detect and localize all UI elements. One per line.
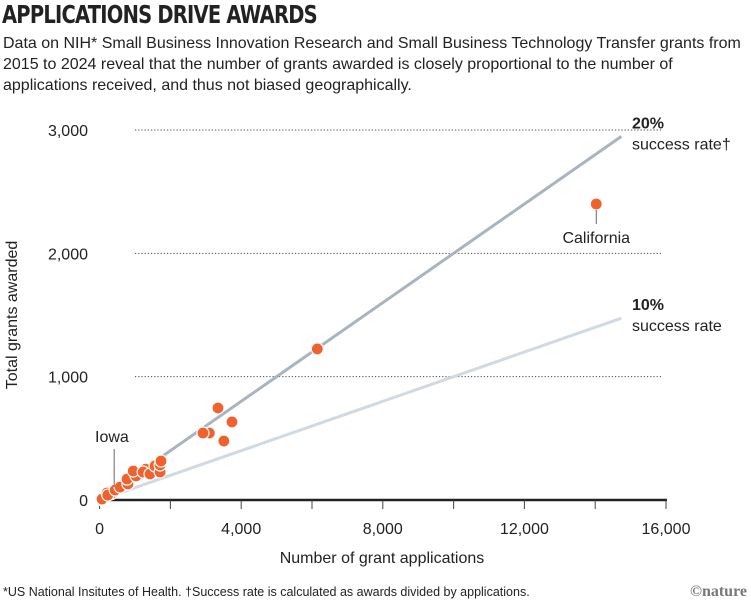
x-tick-label: 12,000 — [500, 521, 549, 538]
chart-subtitle: Data on NIH* Small Business Innovation R… — [3, 35, 741, 94]
annotation-iowa: Iowa — [95, 429, 129, 446]
reference-line-label: success rate — [632, 318, 722, 335]
reference-line-rate: 10% — [632, 297, 664, 314]
reference-line-rate: 20% — [632, 115, 664, 132]
data-point — [154, 454, 168, 468]
reference-line — [98, 135, 623, 502]
data-point — [196, 426, 210, 440]
reference-line — [99, 316, 622, 502]
y-axis-label: Total grants awarded — [4, 241, 21, 390]
x-tick-label: 4,000 — [221, 521, 261, 538]
reference-line-label: success rate† — [632, 136, 731, 153]
data-point — [310, 342, 324, 356]
x-axis-label: Number of grant applications — [280, 550, 485, 567]
data-point — [217, 434, 231, 448]
annotation-california: California — [562, 230, 630, 247]
data-point — [225, 415, 239, 429]
y-tick-label: 1,000 — [48, 370, 88, 387]
chart-title: APPLICATIONS DRIVE AWARDS — [2, 0, 318, 29]
x-tick-label: 8,000 — [363, 521, 403, 538]
footnote: *US National Insitutes of Health. †Succe… — [3, 585, 530, 599]
data-point — [589, 197, 603, 211]
y-tick-label: 0 — [79, 493, 88, 510]
x-tick-label: 0 — [95, 521, 104, 538]
data-point — [211, 401, 225, 415]
x-tick-label: 16,000 — [642, 521, 691, 538]
y-tick-label: 3,000 — [48, 123, 88, 140]
y-tick-label: 2,000 — [48, 246, 88, 263]
nature-logo: ©nature — [690, 583, 747, 600]
